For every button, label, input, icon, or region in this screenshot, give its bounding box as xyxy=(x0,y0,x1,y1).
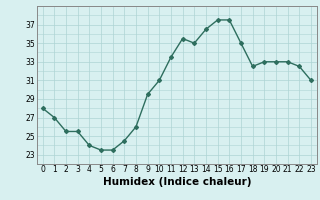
X-axis label: Humidex (Indice chaleur): Humidex (Indice chaleur) xyxy=(102,177,251,187)
